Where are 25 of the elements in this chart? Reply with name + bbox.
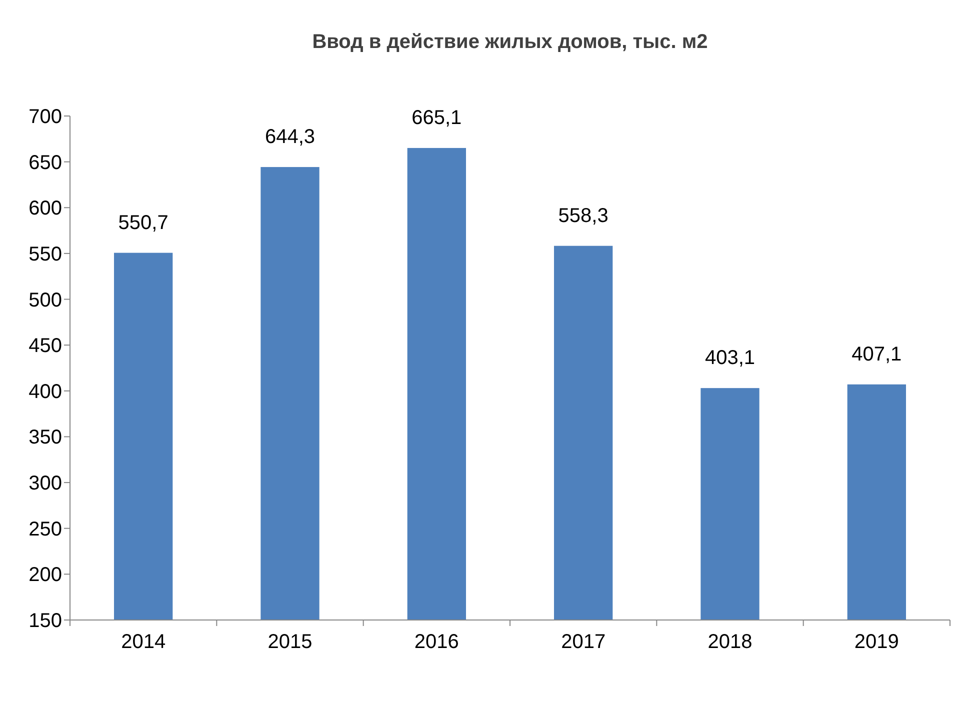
y-tick-label: 250 [28,518,62,540]
data-label: 644,3 [264,126,316,148]
data-label: 665,1 [412,106,462,129]
data-label: 558,3 [558,204,608,227]
y-tick-label: 700 [28,106,62,128]
x-tick-label: 2014 [121,631,166,653]
y-tick-label: 350 [28,426,62,449]
data-label: 550,7 [118,212,168,234]
y-tick-label: 600 [28,198,62,220]
chart-title: Ввод в действие жилых домов, тыс. м2 [312,31,708,53]
x-tick-label: 2019 [854,631,899,653]
x-tick-label: 2017 [561,631,606,653]
y-tick-label: 450 [28,335,62,358]
y-tick-label: 150 [28,610,62,632]
y-tick-label: 550 [28,243,62,266]
data-label: 403,1 [704,347,756,370]
x-tick-label: 2015 [268,631,312,653]
y-tick-label: 500 [28,289,62,312]
y-tick-label: 200 [28,564,62,586]
x-tick-label: 2016 [414,631,459,653]
y-tick-label: 650 [28,152,62,174]
x-tick-label: 2018 [708,631,752,653]
y-tick-label: 400 [28,380,62,403]
y-tick-label: 300 [28,472,62,495]
data-label: 407,1 [852,343,902,366]
